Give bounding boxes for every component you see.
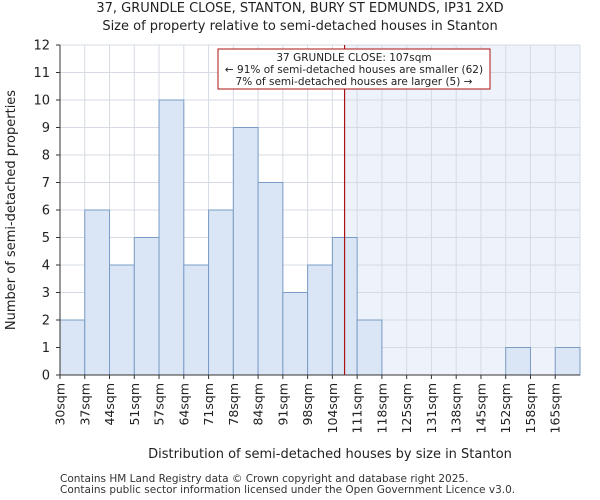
- y-tick-label: 10: [33, 94, 50, 109]
- histogram-chart: 37 GRUNDLE CLOSE: 107sqm← 91% of semi-de…: [4, 39, 581, 462]
- x-tick-label: 118sqm: [374, 383, 389, 433]
- y-tick-label: 12: [33, 39, 50, 54]
- x-tick-label: 131sqm: [424, 383, 439, 433]
- chart-subtitle: Size of property relative to semi-detach…: [102, 19, 498, 34]
- bar-37sqm: [84, 209, 111, 376]
- annotation-line-3: 7% of semi-detached houses are larger (5…: [236, 76, 473, 88]
- y-axis-title: Number of semi-detached properties: [4, 90, 19, 330]
- x-tick-label: 30sqm: [53, 383, 68, 426]
- y-tick-label: 0: [42, 369, 50, 384]
- x-tick-label: 111sqm: [350, 383, 365, 433]
- bar-84sqm: [257, 182, 284, 376]
- bar-51sqm: [133, 237, 160, 376]
- y-tick-label: 11: [33, 66, 50, 81]
- x-tick-label: 51sqm: [127, 383, 142, 426]
- x-tick-label: 78sqm: [226, 383, 241, 426]
- x-axis-title: Distribution of semi-detached houses by …: [148, 447, 512, 462]
- bar-111sqm: [356, 319, 383, 376]
- x-tick-label: 98sqm: [300, 383, 315, 426]
- x-tick-label: 158sqm: [523, 383, 538, 433]
- x-tick-label: 37sqm: [77, 383, 92, 426]
- bar-91sqm: [282, 292, 309, 376]
- x-tick-label: 71sqm: [201, 383, 216, 426]
- x-tick-label: 84sqm: [251, 383, 266, 426]
- y-tick-label: 7: [42, 176, 50, 191]
- x-tick-label: 152sqm: [498, 383, 513, 433]
- bar-57sqm: [158, 99, 185, 376]
- x-tick-label: 145sqm: [473, 383, 488, 433]
- y-tick-label: 6: [42, 204, 50, 219]
- y-tick-label: 5: [42, 231, 50, 246]
- x-tick-label: 44sqm: [102, 383, 117, 426]
- y-tick-label: 4: [42, 259, 50, 274]
- y-tick-label: 2: [42, 314, 50, 329]
- bar-78sqm: [232, 127, 259, 376]
- footer-licence: Contains public sector information licen…: [60, 484, 516, 496]
- bar-71sqm: [208, 209, 234, 376]
- x-tick-label: 165sqm: [548, 383, 563, 433]
- bar-64sqm: [183, 264, 210, 376]
- chart-title-address: 37, GRUNDLE CLOSE, STANTON, BURY ST EDMU…: [96, 1, 504, 16]
- bar-98sqm: [307, 264, 333, 376]
- footer-copyright: Contains HM Land Registry data © Crown c…: [60, 473, 469, 485]
- bar-165sqm: [554, 347, 581, 376]
- bar-152sqm: [505, 347, 531, 376]
- annotation-line-1: 37 GRUNDLE CLOSE: 107sqm: [276, 52, 431, 64]
- x-tick-label: 57sqm: [152, 383, 167, 426]
- annotation-line-2: ← 91% of semi-detached houses are smalle…: [225, 64, 483, 76]
- bar-30sqm: [59, 319, 86, 376]
- x-tick-label: 104sqm: [325, 383, 340, 433]
- y-tick-label: 8: [42, 149, 50, 164]
- annotation-box: [217, 48, 491, 90]
- x-tick-label: 138sqm: [449, 383, 464, 433]
- x-tick-label: 64sqm: [176, 383, 191, 426]
- x-tick-label: 91sqm: [275, 383, 290, 426]
- y-tick-label: 9: [42, 121, 50, 136]
- y-tick-label: 1: [42, 341, 50, 356]
- bar-44sqm: [109, 264, 135, 376]
- x-tick-label: 125sqm: [399, 383, 414, 433]
- y-tick-label: 3: [42, 286, 50, 301]
